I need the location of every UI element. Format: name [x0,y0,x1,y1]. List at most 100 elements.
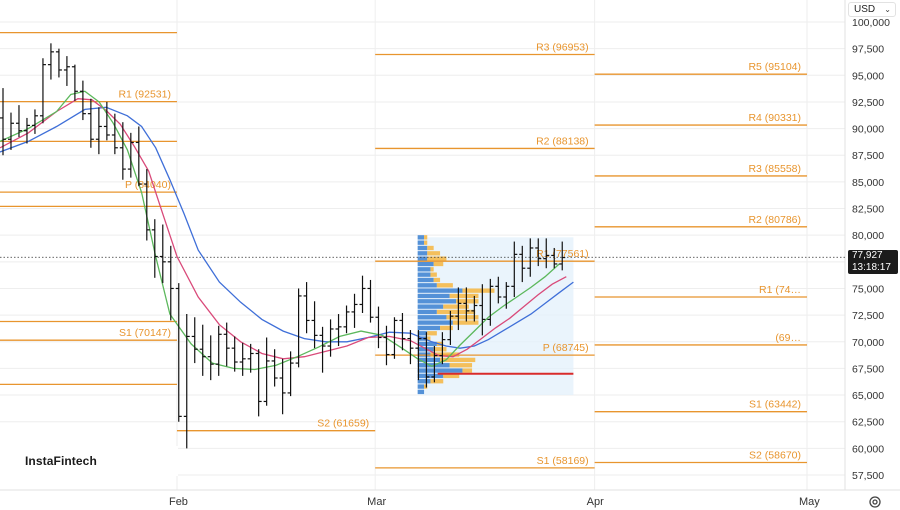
time-tick-label: Mar [367,496,386,508]
volume-bar-down [456,299,479,304]
pivot-label: R2 (88138) [536,135,589,147]
volume-bar-down [427,245,434,251]
pivot-label: R3 (85558) [748,163,801,175]
price-tick-label: 65,000 [852,390,884,402]
volume-bar-down [443,304,469,309]
time-tick-label: Feb [169,496,188,508]
pivot-label: P (84040) [125,179,171,191]
watermark-text: InstaFintech [25,454,97,468]
volume-bar-down [427,251,441,256]
pivot-label: R4 (90331) [748,112,801,124]
volume-bar-up [417,288,463,293]
price-tick-label: 60,000 [852,443,884,455]
pivot-levels: R1 (92531) P (84040) S1 (70147) S2 (61659) R… [0,32,845,469]
volume-bar-down [424,235,428,240]
volume-bar-down [433,347,447,352]
volume-bar-up [417,389,425,395]
volume-bar-up [417,256,428,261]
settings-gear-icon[interactable] [868,495,882,509]
price-tick-label: 95,000 [852,70,884,82]
price-axis: 57,500 60,000 62,500 65,000 67,500 70,000 72,5… [852,17,890,482]
pivot-label: P (68745) [543,342,589,354]
currency-label: USD [854,4,876,15]
pivot-label: R1 (74… [759,284,801,296]
ma-red-line [0,98,567,360]
volume-bar-up [417,309,437,315]
volume-bar-up [417,267,431,272]
volume-bar-down [436,283,453,288]
volume-bar-down [449,363,473,368]
chart-grid [0,0,900,491]
pivot-label: S2 (58670) [749,450,801,462]
volume-bar-up [417,240,425,245]
volume-bar-down [433,261,444,267]
pivot-label: S1 (70147) [119,327,171,339]
volume-bar-down [430,379,444,384]
price-bars [0,43,566,449]
volume-bar-up [417,277,434,283]
current-price-badge: 77,927 13:18:17 [848,250,898,274]
time-tick-label: May [799,496,820,508]
volume-bar-up [417,293,450,299]
watermark-logo: InstaFintech [0,446,178,476]
pivot-label: S1 (58169) [537,455,589,467]
volume-bar-down [430,267,434,272]
price-tick-label: 100,000 [852,17,890,29]
time-axis: Feb Mar Apr May [169,496,820,508]
price-tick-label: 62,500 [852,417,884,429]
volume-bar-down [462,368,473,373]
volume-bar-down [433,277,441,283]
price-tick-label: 92,500 [852,97,884,109]
price-tick-label: 85,000 [852,177,884,189]
volume-bar-up [417,384,425,389]
volume-bar-up [417,325,441,331]
price-tick-label: 67,500 [852,363,884,375]
price-tick-label: 72,500 [852,310,884,322]
pivot-label: S2 (61659) [317,418,369,430]
volume-bar-down [462,288,495,293]
volume-bar-up [417,245,428,251]
volume-bar-up [417,331,428,336]
pivot-label: S1 (63442) [749,399,801,411]
volume-bar-down [443,373,460,379]
volume-bar-up [417,299,457,304]
price-tick-label: 97,500 [852,44,884,56]
volume-bar-up [417,283,437,288]
volume-bar-up [417,251,428,256]
ma-green-line [0,90,560,371]
volume-bar-up [417,235,425,240]
pivot-label: (69… [775,332,801,344]
volume-bar-up [417,368,463,373]
volume-bar-down [427,331,437,336]
volume-bar-down [449,293,479,299]
volume-bar-up [417,373,444,379]
price-tick-label: 75,000 [852,283,884,295]
bar-countdown: 13:18:17 [852,262,891,273]
volume-bar-down [424,384,428,389]
price-tick-label: 80,000 [852,230,884,242]
volume-bar-down [440,357,476,363]
volume-bar-up [417,379,431,384]
current-price: 77,927 [852,250,883,261]
volume-bar-up [417,272,431,277]
chevron-down-icon: ⌄ [884,5,891,14]
price-tick-label: 57,500 [852,470,884,482]
volume-bar-down [430,272,437,277]
price-tick-label: 70,000 [852,337,884,349]
volume-bar-down [427,336,431,341]
volume-bar-up [417,320,453,325]
pivot-label: R3 (96953) [536,41,589,53]
volume-profile [417,235,574,396]
volume-bar-down [446,315,479,320]
pivot-label: R1 (92531) [118,89,171,101]
volume-bar-down [440,325,453,331]
time-tick-label: Apr [587,496,604,508]
volume-bar-up [417,357,441,363]
pivot-label: R2 (80786) [748,214,801,226]
price-tick-label: 90,000 [852,124,884,136]
price-tick-label: 82,500 [852,204,884,216]
volume-bar-up [417,315,447,320]
currency-selector[interactable]: USD ⌄ [848,2,896,17]
pivot-label: R5 (95104) [748,61,801,73]
